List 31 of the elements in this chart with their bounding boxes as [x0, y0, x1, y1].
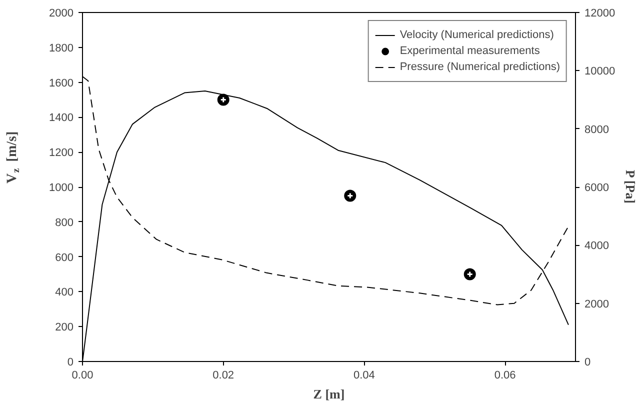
y2-tick-label: 2000: [584, 298, 609, 310]
y2-tick-label: 12000: [584, 8, 616, 20]
y-tick-label: 1200: [49, 147, 74, 160]
legend-label: Experimental measurements: [400, 44, 540, 59]
x-tick-label: 0.04: [354, 370, 375, 382]
y2-tick-label: 10000: [584, 66, 616, 78]
point: [217, 94, 230, 106]
y-axis-title: Vz [m/s]: [5, 131, 22, 184]
y-tick-label: 1400: [49, 112, 74, 124]
y-tick-label: 600: [55, 252, 74, 264]
point: [464, 268, 476, 280]
y2-tick-label: 0: [584, 356, 591, 368]
x-tick-label: 0.06: [494, 370, 516, 382]
y-tick-label: 200: [55, 322, 74, 334]
y-tick-label: 0: [67, 356, 74, 368]
y-tick-label: 1600: [49, 77, 74, 90]
x-tick-label: 0.00: [72, 370, 94, 382]
point: [344, 190, 356, 202]
y-tick-label: 1000: [49, 182, 74, 194]
x-tick-label: 0.02: [212, 370, 234, 382]
y2-tick-label: 4000: [584, 240, 609, 252]
y2-axis-title: P [Pa]: [623, 170, 638, 204]
y-tick-label: 2000: [49, 8, 74, 20]
y-tick-label: 400: [55, 286, 74, 299]
y-tick-label: 1800: [49, 42, 74, 54]
legend-label: Pressure (Numerical predictions): [400, 60, 560, 75]
x-axis-title: Z [m]: [313, 386, 345, 402]
legend-label: Velocity (Numerical predictions): [400, 28, 554, 43]
y2-tick-label: 6000: [584, 182, 609, 194]
y-tick-label: 800: [55, 216, 74, 229]
y2-tick-label: 8000: [584, 124, 609, 136]
